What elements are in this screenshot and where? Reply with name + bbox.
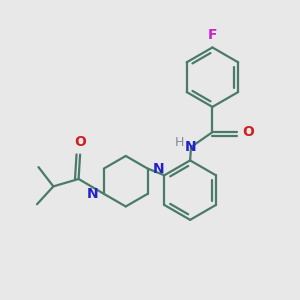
Text: N: N [87,187,98,201]
Text: O: O [242,125,254,139]
Text: N: N [185,140,197,154]
Text: O: O [75,135,87,149]
Text: N: N [153,162,165,176]
Text: H: H [175,136,184,149]
Text: F: F [208,28,217,41]
